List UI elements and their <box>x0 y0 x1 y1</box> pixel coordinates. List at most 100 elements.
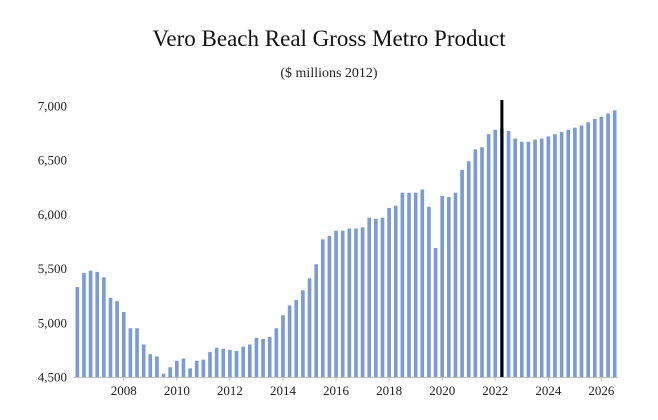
bar <box>393 205 398 377</box>
bar <box>559 132 564 377</box>
bar <box>320 239 325 377</box>
bar <box>526 141 531 377</box>
bar <box>566 129 571 377</box>
x-tick-label: 2018 <box>376 383 402 398</box>
bar <box>413 192 418 377</box>
bar <box>208 352 212 377</box>
bar <box>374 218 378 377</box>
bar <box>433 248 438 377</box>
bar <box>334 230 338 377</box>
bar <box>354 228 358 377</box>
bar <box>88 270 93 377</box>
chart-subtitle: ($ millions 2012) <box>280 66 378 81</box>
bar <box>599 116 604 377</box>
bar <box>466 161 471 377</box>
x-tick-label: 2008 <box>111 383 137 398</box>
bar <box>75 287 80 377</box>
bar <box>267 336 272 377</box>
bar <box>175 360 179 377</box>
bar <box>121 311 126 377</box>
y-tick-label: 4,500 <box>38 370 67 385</box>
bar <box>420 189 425 377</box>
bar <box>141 344 146 377</box>
bar <box>493 129 498 377</box>
y-tick-label: 6,000 <box>38 207 67 222</box>
x-tick-label: 2026 <box>588 383 615 398</box>
bar <box>128 328 133 377</box>
bar <box>102 277 106 377</box>
y-tick-label: 6,500 <box>38 153 67 168</box>
y-axis: 4,500 5,000 5,500 6,000 6,500 7,000 <box>38 99 67 385</box>
bar <box>506 130 511 377</box>
bar <box>274 328 279 377</box>
bar <box>314 264 318 377</box>
bar <box>606 113 610 377</box>
bar <box>360 227 365 377</box>
bar <box>480 147 484 377</box>
bar <box>447 197 451 377</box>
bar <box>367 217 372 377</box>
chart-title: Vero Beach Real Gross Metro Product <box>152 26 506 51</box>
bar <box>473 149 478 377</box>
bar <box>486 134 491 377</box>
bar <box>460 169 464 377</box>
bar <box>407 192 411 377</box>
bar <box>188 368 192 377</box>
bar <box>135 328 139 377</box>
x-tick-label: 2024 <box>535 383 562 398</box>
bar <box>573 127 577 378</box>
bar <box>440 195 445 377</box>
bar <box>592 119 597 377</box>
bar <box>247 344 252 377</box>
x-tick-label: 2022 <box>482 383 508 398</box>
bar <box>387 207 391 377</box>
bar <box>261 339 265 377</box>
bar <box>214 347 219 377</box>
x-tick-label: 2020 <box>429 383 455 398</box>
bar <box>546 136 551 377</box>
bar <box>307 278 312 377</box>
bar <box>221 348 226 377</box>
bar <box>82 272 86 377</box>
bar <box>380 217 385 377</box>
bar <box>148 354 153 377</box>
bar <box>287 305 292 377</box>
bar <box>347 228 352 377</box>
bar <box>327 236 332 377</box>
bar <box>553 134 557 377</box>
x-tick-label: 2012 <box>217 383 243 398</box>
y-tick-label: 5,000 <box>38 315 67 330</box>
bar <box>301 290 305 377</box>
bar <box>161 373 166 377</box>
bar <box>539 138 544 377</box>
bar <box>201 359 206 377</box>
bar <box>294 300 299 377</box>
bar <box>612 110 617 377</box>
y-tick-label: 7,000 <box>38 99 67 114</box>
bar-series <box>75 100 617 378</box>
bar <box>579 125 584 377</box>
x-tick-label: 2016 <box>323 383 350 398</box>
bar <box>234 350 239 377</box>
bar <box>181 358 186 377</box>
x-tick-label: 2010 <box>164 383 190 398</box>
bar <box>228 349 232 377</box>
bar <box>533 139 537 377</box>
bar <box>168 367 173 377</box>
bar <box>400 192 405 377</box>
y-tick-label: 5,500 <box>38 261 67 276</box>
x-axis: 2008 2010 2012 2014 2016 2018 2020 2022 2024 2026 <box>74 377 618 398</box>
bar <box>519 141 524 377</box>
bar <box>427 206 431 377</box>
bar <box>95 271 100 377</box>
bar <box>115 301 119 377</box>
bar <box>281 315 285 377</box>
bar <box>453 192 458 377</box>
bar <box>194 360 199 377</box>
bar <box>586 122 590 377</box>
bar <box>513 138 517 377</box>
bar <box>340 230 345 377</box>
bar <box>241 346 245 377</box>
bar <box>254 337 259 377</box>
